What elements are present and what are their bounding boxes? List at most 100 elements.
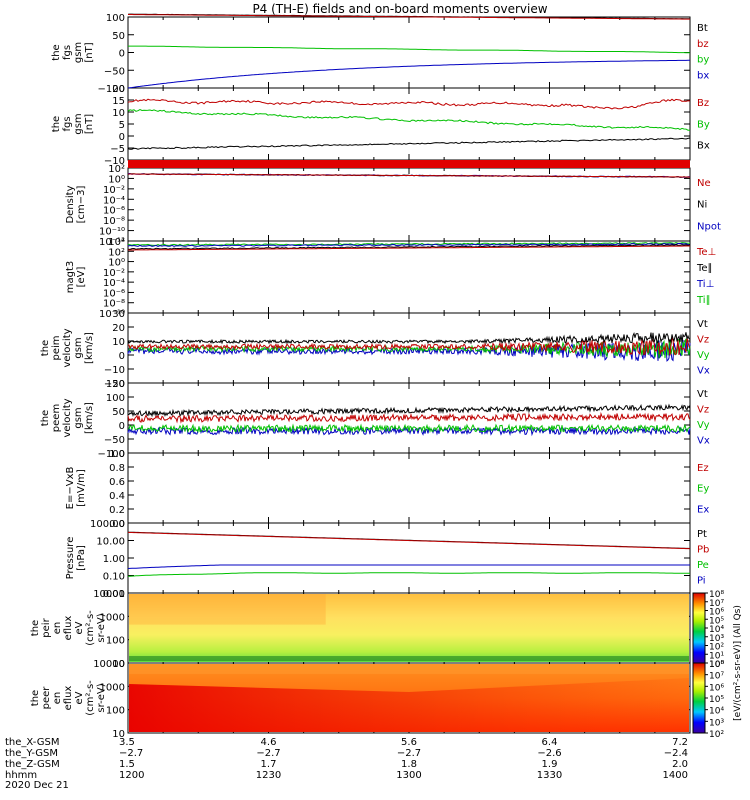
ytick-label: 10⁰	[108, 258, 125, 269]
ytick-label: 1.0	[109, 449, 125, 460]
ylabel-line: [eV]	[76, 267, 87, 288]
legend-density-Ne: Ne	[697, 178, 711, 189]
xaxis-row-label: the_Y-GSM	[5, 748, 58, 759]
ylabel-peer: the peer en eflux eV (cm²-s-sr-eV)	[30, 680, 107, 716]
colorbar-label: 10⁷	[709, 599, 724, 609]
colorbar-label: 10⁴	[709, 625, 724, 635]
ytick-label: 10²	[108, 164, 125, 175]
ytick-label: 10⁻²	[103, 268, 125, 279]
legend-peem_v-Vx: Vx	[697, 436, 710, 447]
xaxis-value: 1.8	[401, 759, 417, 770]
colorbar-label: 10⁵	[709, 616, 724, 626]
legend-peim_v-Vt: Vt	[697, 319, 708, 330]
ytick-label: 5	[119, 120, 125, 131]
ylabel-line: peer	[41, 686, 52, 710]
series-Ne	[128, 173, 690, 178]
series-Vy	[127, 423, 691, 434]
ylabel-line: fgs	[62, 116, 73, 131]
ylabel-line: peir	[41, 617, 52, 637]
ytick-label: −100	[98, 84, 125, 95]
series-by	[128, 45, 690, 54]
panel-frame-pressure	[127, 522, 691, 594]
colorbar-label: 10¹	[709, 651, 724, 661]
ylabel-peem_v: the peem velocity gsm [km/s]	[40, 398, 95, 437]
ytick-label: 30	[112, 309, 125, 320]
series-bx	[127, 59, 690, 89]
xaxis-value: 2.0	[672, 759, 688, 770]
legend-temp-Ti∥: Ti∥	[696, 295, 711, 306]
ytick-label: −50	[104, 435, 125, 446]
series-Te-perp	[128, 245, 690, 251]
legend-fgs_gsm-bz: bz	[697, 39, 709, 50]
ylabel-line: fgs	[62, 45, 73, 60]
panel-frame-density	[127, 167, 691, 242]
ylabel-line: eflux	[63, 686, 74, 711]
legend-pressure-Pe: Pe	[697, 560, 709, 571]
legend-peem_v-Vz: Vz	[697, 405, 709, 416]
colorbar-title: [eV/(cm²-s-sr-eV)] (All Qs)	[733, 605, 743, 721]
ytick-label: 0.2	[109, 505, 125, 516]
series-Bz	[127, 98, 691, 110]
ytick-label: 10⁴	[108, 237, 125, 248]
panel-frame-efield	[127, 452, 691, 524]
colorbar-label: 10²	[709, 730, 724, 740]
xaxis-value: 3.5	[119, 737, 135, 748]
legend-fgs_gsm-bx: bx	[697, 70, 709, 81]
ytick-label: 0.6	[109, 477, 125, 488]
ytick-label: 1.00	[103, 554, 125, 565]
ylabel-line: sr-eV)	[96, 613, 107, 642]
ylabel-line: Density	[65, 185, 76, 223]
xaxis-value: 4.6	[261, 737, 277, 748]
ylabel-line: eV	[74, 691, 85, 704]
flag-bar	[128, 160, 690, 168]
ytick-label: 10⁻²	[103, 185, 125, 196]
ytick-label: −100	[98, 449, 125, 460]
ytick-label: 1000	[100, 682, 125, 693]
ytick-label: 0	[119, 351, 125, 362]
ylabel-line: the	[51, 44, 62, 60]
ylabel-temp: magt3 [eV]	[65, 261, 87, 294]
legend-pressure-Pt: Pt	[697, 529, 707, 540]
series-Pb	[127, 531, 691, 550]
ytick-label: 20	[112, 84, 125, 95]
chart-title: P4 (TH-E) fields and on-board moments ov…	[252, 2, 547, 16]
ytick-label: 0.8	[109, 463, 125, 474]
ytick-label: 10⁻¹⁰	[99, 309, 125, 320]
colorbar-peir	[692, 592, 706, 664]
ytick-label: 10⁻⁸	[103, 216, 125, 227]
legend-fgs_dsl-Bx: Bx	[697, 141, 710, 152]
xaxis-value: 1230	[256, 770, 281, 781]
xaxis-value: 1330	[537, 770, 562, 781]
ytick-label: 50	[112, 407, 125, 418]
ylabel-line: velocity	[62, 398, 73, 437]
ylabel-line: [cm−3]	[76, 186, 87, 224]
ytick-label: 0.4	[109, 491, 125, 502]
ylabel-line: gsm	[73, 407, 84, 428]
legend-density-Ni: Ni	[697, 200, 707, 211]
ytick-label: 1000	[100, 612, 125, 623]
ylabel-efield: E=−VxB [mV/m]	[65, 467, 87, 510]
xaxis-value: 1.5	[119, 759, 135, 770]
xaxis-value: 5.6	[401, 737, 417, 748]
series-bz	[128, 14, 690, 20]
ylabel-density: Density [cm−3]	[65, 185, 87, 223]
panel-frame-fgs_gsm	[127, 16, 691, 89]
legend-peim_v-Vz: Vz	[697, 335, 709, 346]
ylabel-peir: the peir en eflux eV (cm²-s-sr-eV)	[30, 610, 107, 646]
xaxis-value: −2.4	[664, 748, 688, 759]
ylabel-pressure: Pressure [nPa]	[65, 537, 87, 580]
ylabel-line: [km/s]	[84, 402, 95, 434]
colorbar-label: 10⁶	[709, 683, 724, 693]
ylabel-line: en	[52, 622, 63, 635]
xaxis-value: −2.7	[119, 748, 143, 759]
ytick-label: 15	[112, 96, 125, 107]
legend-temp-Te∥: Te∥	[696, 263, 713, 274]
panel-frame-temp	[127, 240, 691, 314]
ytick-label: 20	[112, 323, 125, 334]
legend-efield-Ex: Ex	[697, 504, 709, 515]
colorbar-label: 10⁵	[709, 695, 724, 705]
ylabel-line: the	[40, 410, 51, 426]
legend-peem_v-Vy: Vy	[697, 420, 710, 431]
ylabel-line: magt3	[65, 261, 76, 294]
